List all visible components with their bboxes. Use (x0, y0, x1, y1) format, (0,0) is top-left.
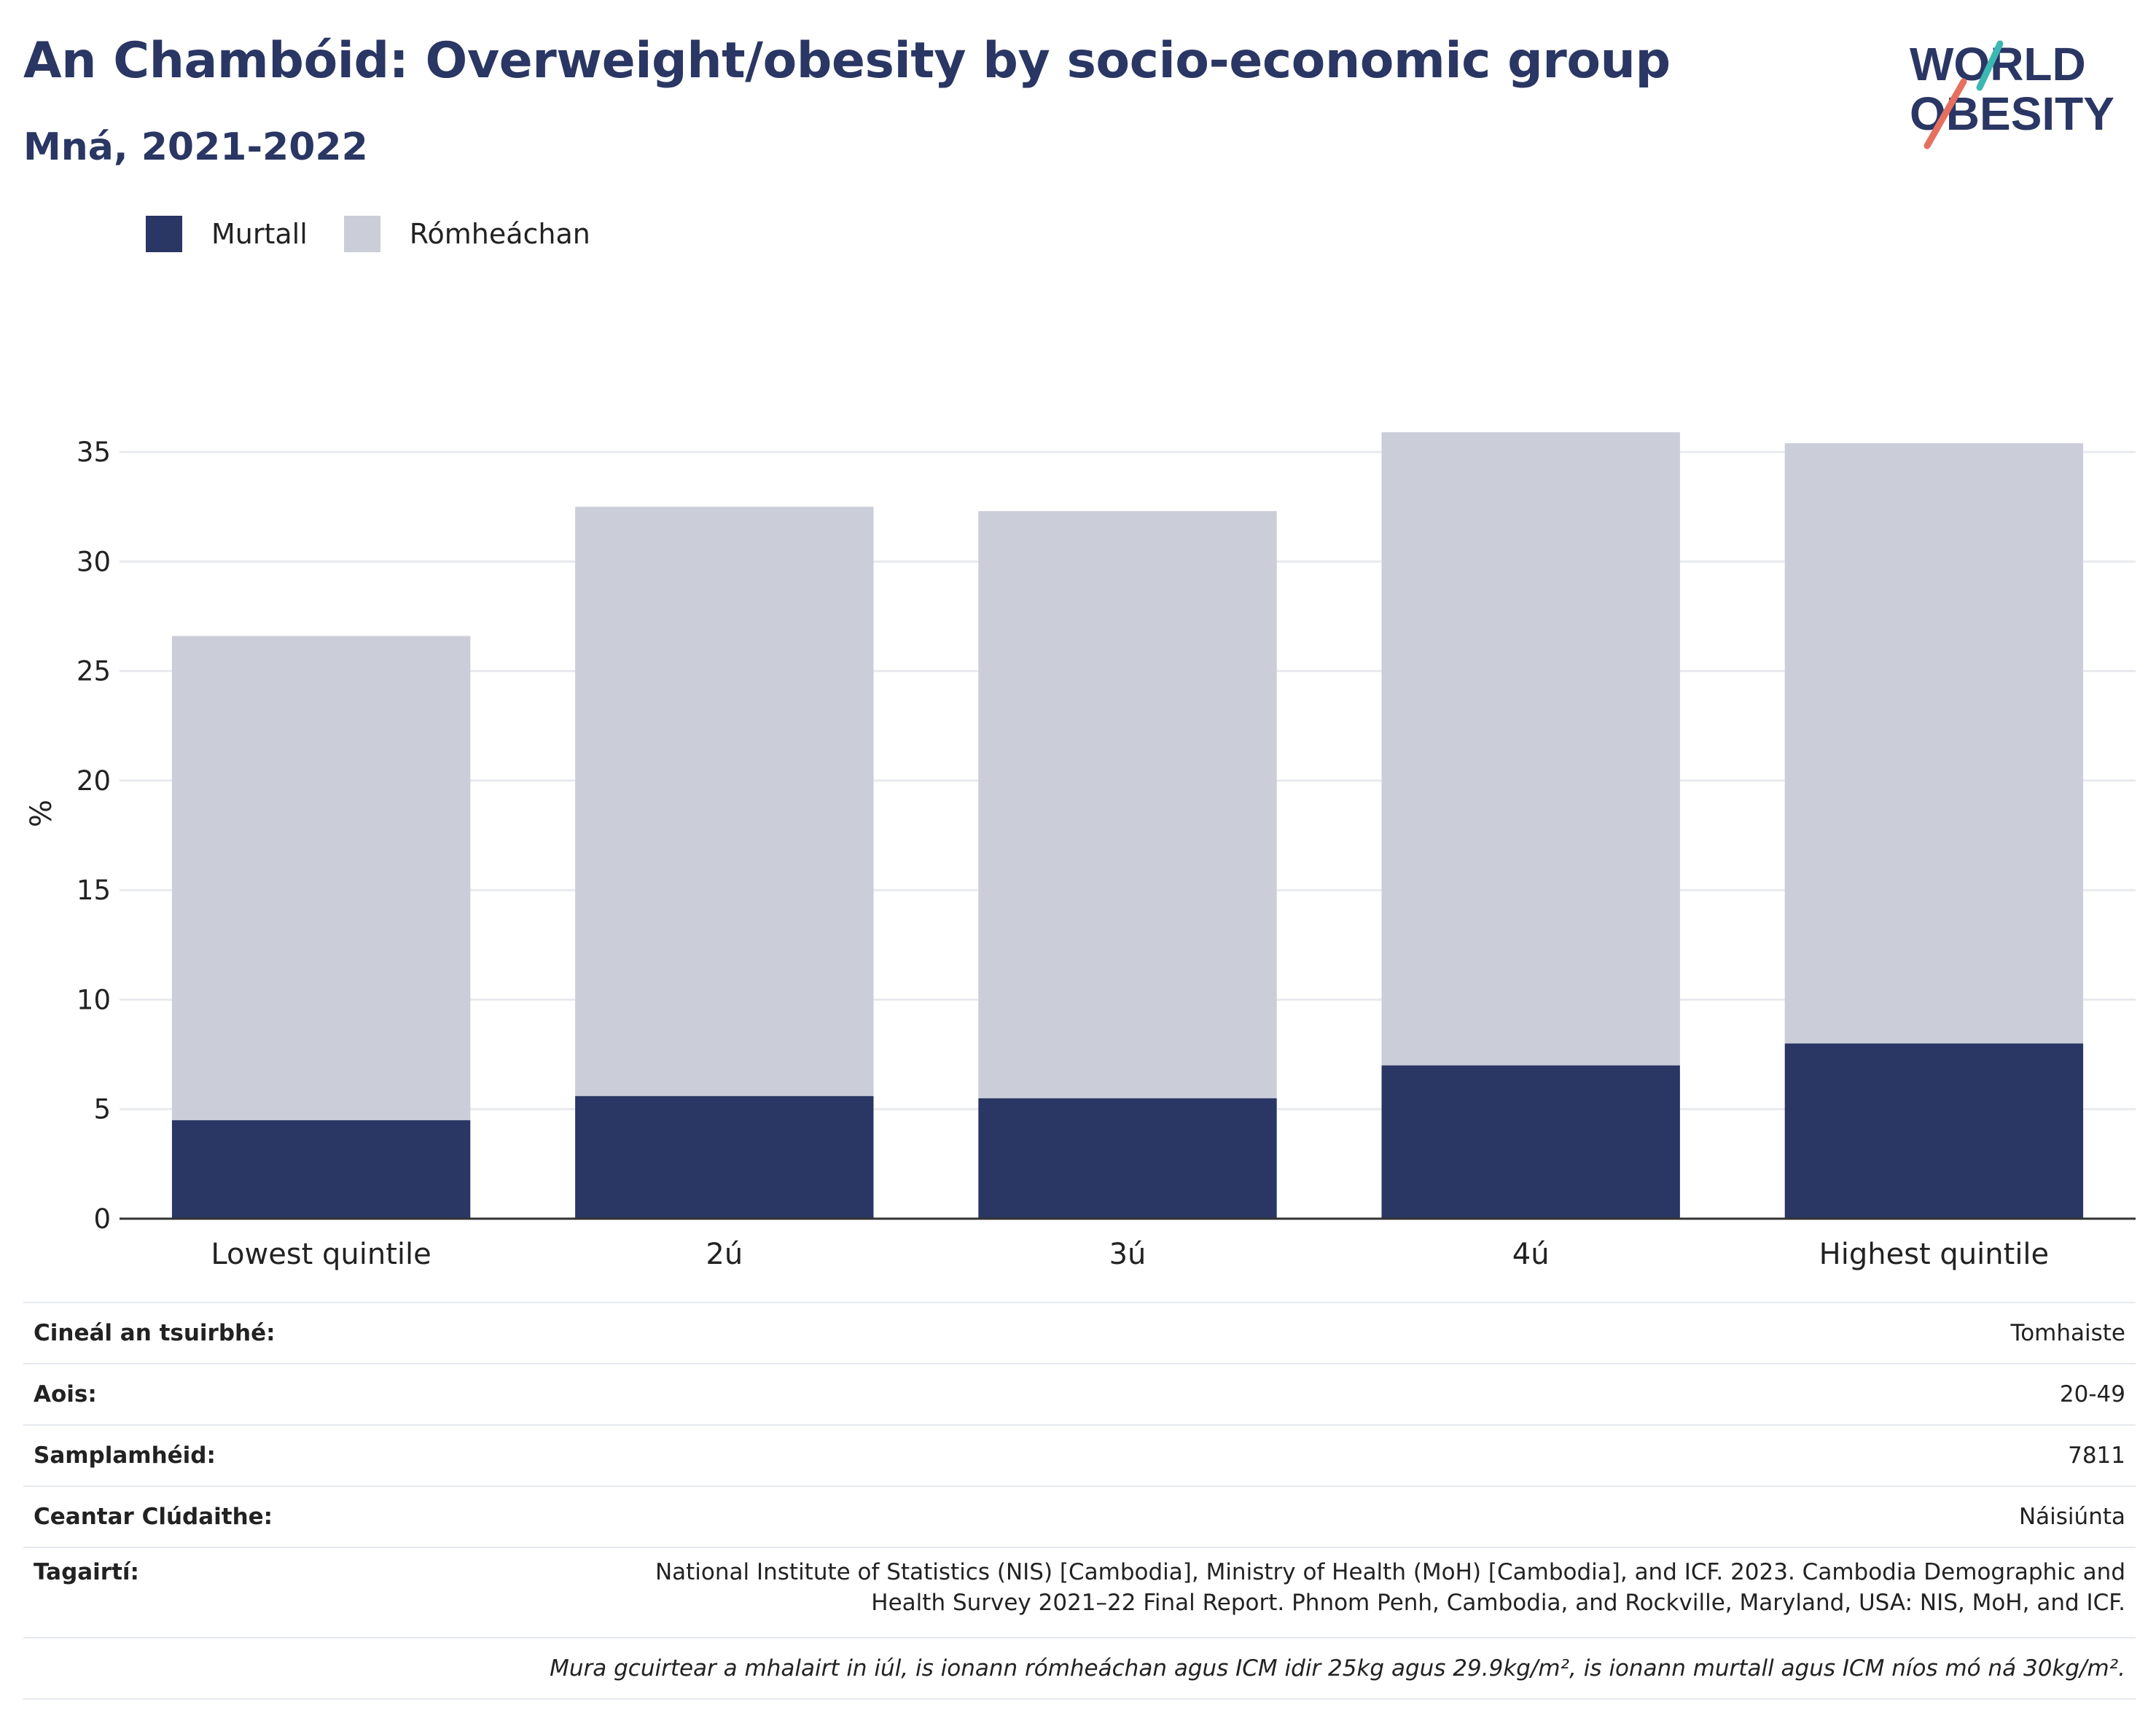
info-key: Cineál an tsuirbhé: (34, 1320, 276, 1346)
bar-r-mhe-chan (1784, 443, 2084, 1044)
x-tick-label: 3ú (1109, 1238, 1147, 1271)
info-row-sample-size: Samplamhéid: 7811 (23, 1424, 2136, 1485)
y-tick-label: 35 (77, 437, 111, 468)
legend-item-murtall: Murtall (146, 216, 308, 252)
reference-line: Health Survey 2021–22 Final Report. Phno… (871, 1590, 2125, 1616)
y-tick-label: 5 (93, 1094, 111, 1125)
bar-murtall (575, 1096, 874, 1219)
chart-title: An Chambóid: Overweight/obesity by socio… (23, 32, 1671, 90)
info-key: Ceantar Clúdaithe: (34, 1504, 273, 1530)
bar-murtall (1784, 1043, 2084, 1219)
bar-r-mhe-chan (575, 507, 874, 1096)
chart-subtitle: Mná, 2021-2022 (23, 125, 368, 169)
info-row-survey-type: Cineál an tsuirbhé: Tomhaiste (23, 1302, 2136, 1363)
legend: Murtall Rómheáchan (146, 216, 627, 252)
info-row-age: Aois: 20-49 (23, 1363, 2136, 1424)
x-tick-label: 2ú (706, 1238, 743, 1271)
info-key: Samplamhéid: (34, 1442, 216, 1469)
bar-r-mhe-chan (171, 636, 471, 1120)
legend-item-romheachan: Rómheáchan (343, 216, 590, 252)
y-tick-label: 20 (77, 765, 111, 797)
survey-info-table: Cineál an tsuirbhé: Tomhaiste Aois: 20-4… (23, 1302, 2136, 1700)
bar-murtall (171, 1120, 471, 1219)
legend-label-murtall: Murtall (211, 218, 308, 250)
logo-slash-teal (1976, 40, 2004, 91)
definition-note: Mura gcuirtear a mhalairt in iúl, is ion… (23, 1637, 2136, 1700)
info-key: Tagairtí: (34, 1559, 139, 1585)
y-tick-label: 10 (77, 984, 111, 1015)
reference-line: National Institute of Statistics (NIS) [… (655, 1559, 2125, 1585)
y-tick-label: 30 (77, 546, 111, 577)
bar-murtall (978, 1098, 1277, 1219)
bar-r-mhe-chan (1381, 432, 1680, 1066)
info-row-coverage: Ceantar Clúdaithe: Náisiúnta (23, 1485, 2136, 1547)
world-obesity-logo: WORLD OBESITY (1910, 38, 2114, 149)
info-value: Náisiúnta (2018, 1504, 2125, 1530)
info-value-references: National Institute of Statistics (NIS) [… (655, 1557, 2125, 1618)
x-tick-label: 4ú (1512, 1238, 1550, 1271)
stacked-bar-chart: 0 5 10 15 20 25 30 35% Lowest quintile 2ú 3ú 4ú High… (25, 432, 2136, 1271)
legend-swatch-murtall (146, 216, 182, 252)
bar-r-mhe-chan (978, 511, 1277, 1098)
x-tick-label: Highest quintile (1819, 1238, 2050, 1271)
legend-label-romheachan: Rómheáchan (409, 218, 590, 250)
y-tick-label: 15 (77, 875, 111, 906)
y-axis-label: % (25, 800, 58, 827)
info-value: 7811 (2068, 1442, 2125, 1469)
x-tick-label: Lowest quintile (211, 1238, 431, 1271)
info-row-references: Tagairtí: National Institute of Statisti… (23, 1547, 2136, 1637)
legend-swatch-romheachan (343, 216, 380, 252)
y-tick-label: 0 (93, 1203, 111, 1235)
info-value: 20-49 (2059, 1381, 2125, 1407)
logo-slash-coral (1923, 78, 1967, 149)
info-key: Aois: (34, 1381, 97, 1407)
info-value: Tomhaiste (2010, 1320, 2125, 1346)
bar-murtall (1381, 1065, 1680, 1219)
y-tick-label: 25 (77, 656, 111, 687)
